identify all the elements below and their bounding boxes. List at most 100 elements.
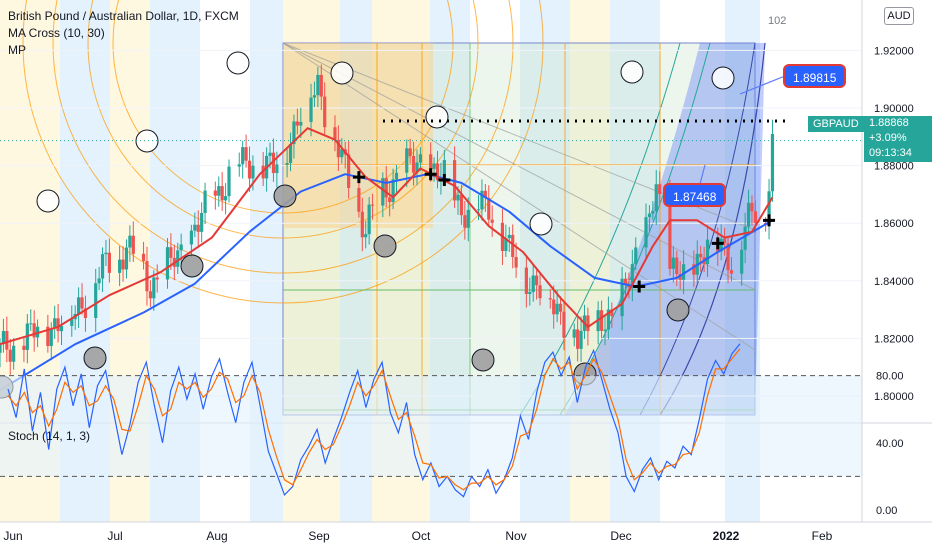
price-callout-upper[interactable]: 1.89815 [783,64,847,88]
candle-body-17 [77,297,81,314]
candle-body-27 [124,247,129,270]
candle-body-74 [347,154,351,188]
legend-ma[interactable]: MA Cross (10, 30) [8,26,105,40]
candle-body-83 [391,179,395,203]
candle-body-24 [107,252,111,273]
candle-body-122 [579,330,583,349]
candle-body-94 [442,160,446,178]
time-tick-5: Nov [505,529,526,543]
candle-body-78 [367,204,371,235]
candle-body-5 [22,345,26,350]
time-tick-7: 2022 [713,529,740,543]
candle-body-31 [145,261,149,292]
candle-body-76 [360,211,364,238]
candle-body-71 [336,139,340,158]
candle-body-54 [251,165,255,179]
bar-count: 102 [768,15,787,27]
legend-mp[interactable]: MP [8,43,26,57]
candle-body-106 [504,238,508,252]
price-callout-lower[interactable]: 1.87468 [663,183,727,207]
price-tick-3: 1.86000 [874,218,914,230]
candle-body-35 [165,247,170,280]
time-tick-6: Dec [610,529,631,543]
candle-body-99 [466,209,470,228]
ma-cross-marker-2 [438,174,451,186]
candle-body-67 [316,74,320,96]
candle-body-112 [531,275,535,292]
candle-body-61 [288,144,293,164]
candle-body-104 [490,219,494,223]
fib-orange-arc-3 [112,0,454,214]
stoch-title[interactable]: Stoch (14, 1, 3) [8,429,91,443]
last-change: +3.09% [869,132,907,144]
candle-body-155 [740,249,744,274]
candle-body-79 [370,204,375,206]
candle-body-32 [148,291,152,299]
candle-body-156 [743,226,747,250]
last-price-label: 1.88868 +3.09% 09:13:34 [864,116,932,162]
currency-button[interactable]: AUD [884,7,914,25]
price-tick-4: 1.88000 [874,161,914,173]
ma-cross-markers [352,168,776,293]
candle-body-7 [29,323,33,325]
fib-orange-arc-0 [22,0,544,304]
candle-body-50 [237,164,241,167]
candle-body-64 [299,121,303,126]
mp-circle-white-6 [36,189,60,213]
candle-body-66 [312,95,317,98]
candle-body-134 [634,247,638,265]
candle-body-145 [692,264,696,275]
candle-body-121 [576,329,580,349]
candle-body-142 [675,257,679,275]
candle-body-126 [599,310,604,331]
candle-body-70 [333,127,337,140]
candle-body-135 [644,217,648,248]
time-tick-0: Jun [3,529,22,543]
candle-body-136 [647,213,652,218]
candle-body-141 [671,257,675,269]
candle-body-69 [323,96,327,128]
ma-cross-marker-4 [711,237,724,250]
candle-body-115 [548,298,552,300]
mp-circle-white-1 [330,61,354,85]
candle-body-26 [121,259,125,270]
candle-body-159 [753,211,757,224]
mp-circle-grey-3 [666,298,690,322]
candle-body-111 [528,291,532,294]
candle-body-72 [340,149,344,158]
candle-body-57 [268,152,272,156]
price-tick-2: 1.84000 [874,276,914,288]
mp-circle-grey-0 [273,184,297,208]
stoch-tick-2: 80.00 [876,371,904,383]
ma-cross-marker-3 [633,280,646,293]
legend-title: British Pound / Australian Dollar, 1D, F… [8,9,239,23]
candle-body-108 [511,234,515,258]
candle-body-14 [59,325,64,332]
candle-body-128 [606,309,611,330]
candle-body-132 [627,285,631,288]
candle-body-25 [118,259,122,273]
stochastic-pane [0,343,932,498]
candle-body-20 [94,283,98,318]
candle-body-130 [620,278,624,317]
candle-body-90 [429,154,433,169]
time-tick-2: Aug [206,529,227,543]
bar-countdown: 09:13:34 [869,147,912,159]
candle-body-101 [480,190,484,210]
candle-body-124 [586,315,590,332]
candle-body-1 [1,331,6,345]
stoch-tick-1: 40.00 [876,438,904,450]
candle-body-10 [46,326,50,347]
candle-body-100 [476,209,481,211]
candle-body-4 [12,345,16,362]
candle-body-34 [155,277,159,280]
ma-cross-marker-0 [352,171,365,184]
candle-body-120 [572,329,576,338]
candle-body-36 [169,247,173,258]
candle-body-147 [699,253,703,258]
candle-body-162 [770,133,775,192]
candle-body-86 [408,148,412,156]
candle-body-62 [292,121,296,145]
